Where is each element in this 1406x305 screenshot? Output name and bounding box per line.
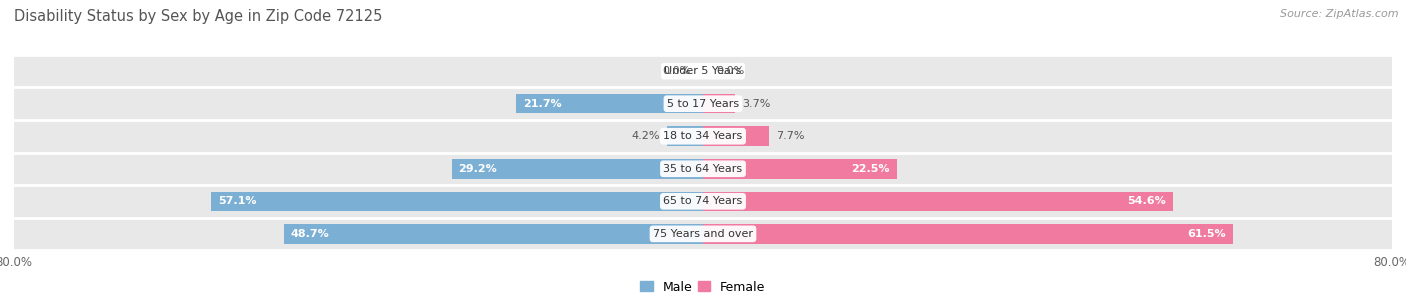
Text: 35 to 64 Years: 35 to 64 Years <box>664 164 742 174</box>
Text: 29.2%: 29.2% <box>458 164 498 174</box>
Bar <box>14 217 1392 250</box>
Bar <box>703 224 1233 244</box>
Text: 48.7%: 48.7% <box>291 229 329 239</box>
Text: 54.6%: 54.6% <box>1128 196 1167 206</box>
Text: 21.7%: 21.7% <box>523 99 561 109</box>
Text: Source: ZipAtlas.com: Source: ZipAtlas.com <box>1281 9 1399 19</box>
Text: 0.0%: 0.0% <box>662 66 690 76</box>
Bar <box>14 55 1392 88</box>
Text: 61.5%: 61.5% <box>1187 229 1226 239</box>
Bar <box>703 127 769 146</box>
Text: 18 to 34 Years: 18 to 34 Years <box>664 131 742 141</box>
Text: 4.2%: 4.2% <box>631 131 659 141</box>
Text: 65 to 74 Years: 65 to 74 Years <box>664 196 742 206</box>
Text: 57.1%: 57.1% <box>218 196 257 206</box>
Bar <box>703 94 735 113</box>
Bar <box>284 224 703 244</box>
Text: 7.7%: 7.7% <box>776 131 804 141</box>
Bar <box>703 159 897 178</box>
Bar <box>666 127 703 146</box>
Bar <box>14 120 1392 152</box>
Text: Under 5 Years: Under 5 Years <box>665 66 741 76</box>
Text: 5 to 17 Years: 5 to 17 Years <box>666 99 740 109</box>
Bar <box>211 192 703 211</box>
Text: 75 Years and over: 75 Years and over <box>652 229 754 239</box>
Bar <box>14 185 1392 217</box>
Text: Disability Status by Sex by Age in Zip Code 72125: Disability Status by Sex by Age in Zip C… <box>14 9 382 24</box>
Text: 3.7%: 3.7% <box>742 99 770 109</box>
Text: 0.0%: 0.0% <box>716 66 744 76</box>
Text: 22.5%: 22.5% <box>852 164 890 174</box>
Bar <box>703 192 1173 211</box>
Bar <box>14 152 1392 185</box>
Bar <box>451 159 703 178</box>
Bar <box>516 94 703 113</box>
Legend: Male, Female: Male, Female <box>636 275 770 299</box>
Bar <box>14 88 1392 120</box>
